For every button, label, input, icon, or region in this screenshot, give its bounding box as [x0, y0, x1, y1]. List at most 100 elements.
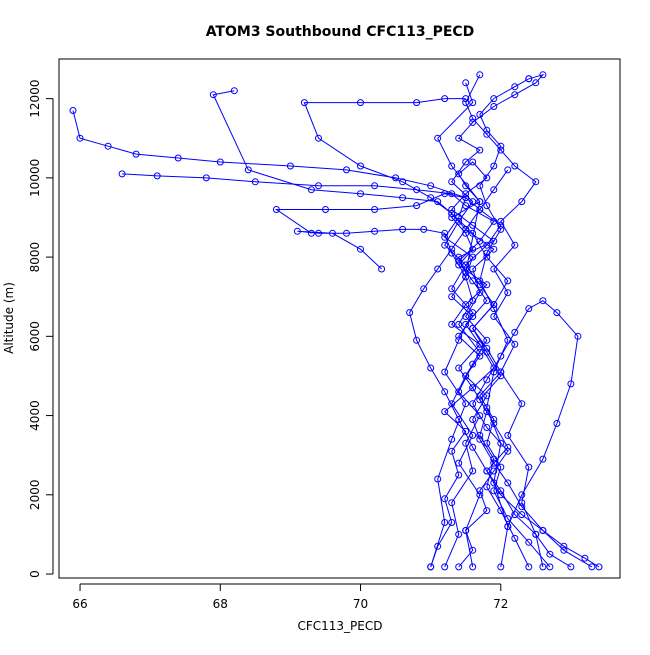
x-tick-label: 72 — [493, 597, 508, 611]
data-point — [378, 265, 386, 273]
data-point — [357, 245, 364, 253]
data-point — [553, 420, 561, 427]
data-point — [462, 273, 470, 281]
data-point — [455, 253, 463, 261]
data-point — [518, 198, 526, 206]
data-point — [399, 194, 407, 202]
data-point — [476, 277, 484, 285]
data-point — [434, 198, 442, 206]
data-point — [581, 554, 589, 562]
data-point — [441, 519, 449, 526]
series-8 — [427, 71, 547, 571]
data-point — [504, 447, 512, 455]
data-point — [490, 368, 498, 376]
series-9 — [476, 75, 533, 571]
data-point — [532, 178, 540, 186]
data-point — [329, 229, 336, 237]
data-point — [511, 91, 519, 99]
data-point — [490, 467, 498, 475]
data-point — [483, 467, 491, 475]
data-point — [469, 443, 477, 451]
data-point — [448, 519, 456, 526]
data-point — [399, 225, 407, 233]
data-point — [357, 99, 364, 107]
series-line — [465, 74, 544, 568]
data-point — [300, 99, 308, 107]
data-point — [293, 227, 301, 235]
data-point — [560, 542, 568, 550]
data-point — [546, 550, 554, 558]
data-point — [272, 206, 280, 213]
data-point — [504, 479, 512, 487]
data-point — [448, 190, 456, 198]
data-point — [497, 146, 505, 154]
data-point — [539, 527, 547, 534]
data-point — [469, 309, 477, 317]
data-point — [441, 241, 449, 249]
data-point — [490, 416, 498, 423]
data-point — [455, 336, 463, 344]
data-point — [476, 289, 484, 297]
y-tick-label: 4000 — [28, 400, 42, 431]
data-point — [462, 400, 470, 408]
data-point — [343, 229, 350, 237]
data-point — [504, 277, 512, 285]
data-point — [483, 507, 491, 515]
x-tick-label: 70 — [353, 597, 368, 611]
data-point — [153, 172, 161, 180]
data-point — [174, 154, 182, 162]
data-point — [525, 538, 533, 546]
y-tick-label: 2000 — [28, 480, 42, 511]
data-point — [469, 245, 477, 253]
data-point — [413, 202, 421, 210]
data-point — [469, 158, 477, 166]
data-point — [588, 563, 596, 571]
x-tick-label: 68 — [213, 597, 228, 611]
data-point — [504, 289, 512, 297]
data-point — [490, 95, 498, 103]
data-point — [469, 546, 477, 554]
series-line — [430, 73, 545, 568]
data-point — [357, 162, 364, 170]
data-point — [357, 190, 364, 198]
data-point — [553, 309, 561, 317]
data-point — [441, 388, 449, 396]
data-point — [455, 134, 463, 142]
data-point — [455, 320, 463, 328]
data-point — [448, 499, 456, 507]
data-point — [427, 364, 435, 372]
data-point — [532, 530, 540, 538]
data-point — [574, 332, 582, 340]
data-point — [539, 563, 547, 571]
data-point — [518, 511, 526, 519]
data-point — [343, 166, 350, 174]
data-point — [448, 293, 456, 301]
data-point — [448, 435, 456, 443]
data-point — [244, 166, 252, 174]
data-point — [427, 563, 435, 571]
data-point — [434, 134, 442, 142]
series-12 — [406, 166, 603, 571]
data-point — [455, 416, 463, 423]
data-point — [441, 495, 449, 503]
data-point — [286, 162, 294, 170]
data-point — [476, 182, 484, 190]
data-point — [441, 190, 449, 198]
data-point — [469, 277, 477, 285]
data-point — [462, 158, 470, 166]
data-point — [567, 563, 575, 571]
series-11 — [455, 297, 582, 571]
data-point — [497, 463, 505, 471]
data-point — [476, 71, 484, 79]
data-point — [469, 297, 477, 305]
series-line — [409, 169, 600, 568]
data-point — [511, 83, 519, 91]
data-point — [476, 431, 484, 439]
y-tick-label: 8000 — [28, 242, 42, 273]
data-point — [462, 202, 470, 210]
data-point — [490, 186, 498, 194]
data-point — [497, 352, 505, 360]
series-line — [212, 90, 495, 568]
data-point — [469, 198, 477, 206]
data-point — [455, 170, 463, 178]
